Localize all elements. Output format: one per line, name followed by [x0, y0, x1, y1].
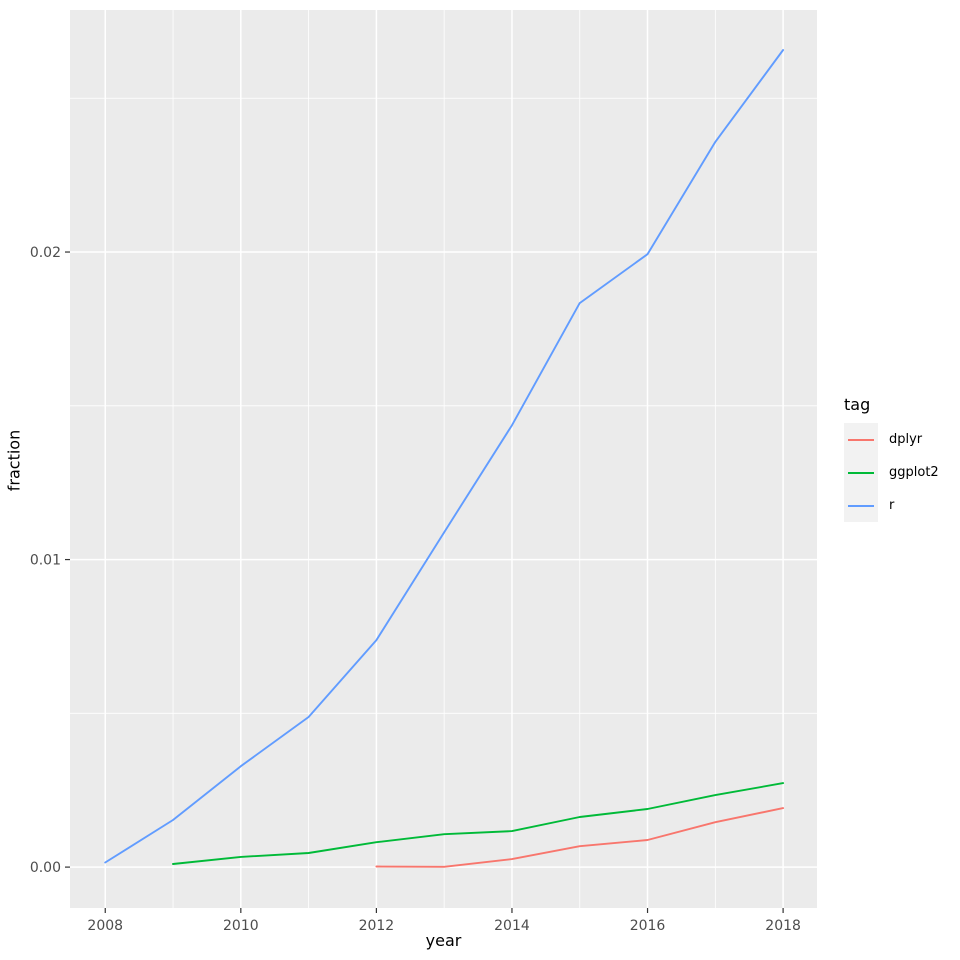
legend-item-r: r [844, 489, 939, 522]
x-tick-label: 2018 [765, 918, 801, 934]
x-tick-label: 2016 [630, 918, 666, 934]
legend-line-swatch [848, 504, 874, 507]
series-line-dplyr [375, 807, 785, 868]
legend-item-ggplot2: ggplot2 [844, 456, 939, 489]
legend-key-box [844, 489, 878, 522]
y-tick-label: 0.02 [30, 245, 61, 261]
plot-panel [70, 10, 817, 908]
series-line-r [104, 49, 785, 864]
legend-line-swatch [848, 438, 874, 441]
legend-label: dplyr [889, 432, 923, 447]
y-tick-label: 0.01 [30, 553, 61, 569]
y-axis-title: fraction [4, 429, 24, 492]
series-line-ggplot2 [172, 782, 785, 865]
legend-label: ggplot2 [889, 465, 939, 480]
x-tick-label: 2014 [494, 918, 530, 934]
x-tick-label: 2012 [359, 918, 395, 934]
legend-item-dplyr: dplyr [844, 423, 939, 456]
x-tick-label: 2008 [87, 918, 123, 934]
y-tick-label: 0.00 [30, 860, 61, 876]
legend-title: tag [844, 395, 871, 414]
legend-key-box [844, 423, 878, 456]
legend-label: r [889, 498, 895, 513]
legend: tag dplyr ggplot2 r [844, 395, 939, 522]
legend-line-swatch [848, 471, 874, 474]
x-tick-label: 2010 [223, 918, 259, 934]
legend-key-box [844, 456, 878, 489]
x-axis-title: year [425, 931, 462, 950]
